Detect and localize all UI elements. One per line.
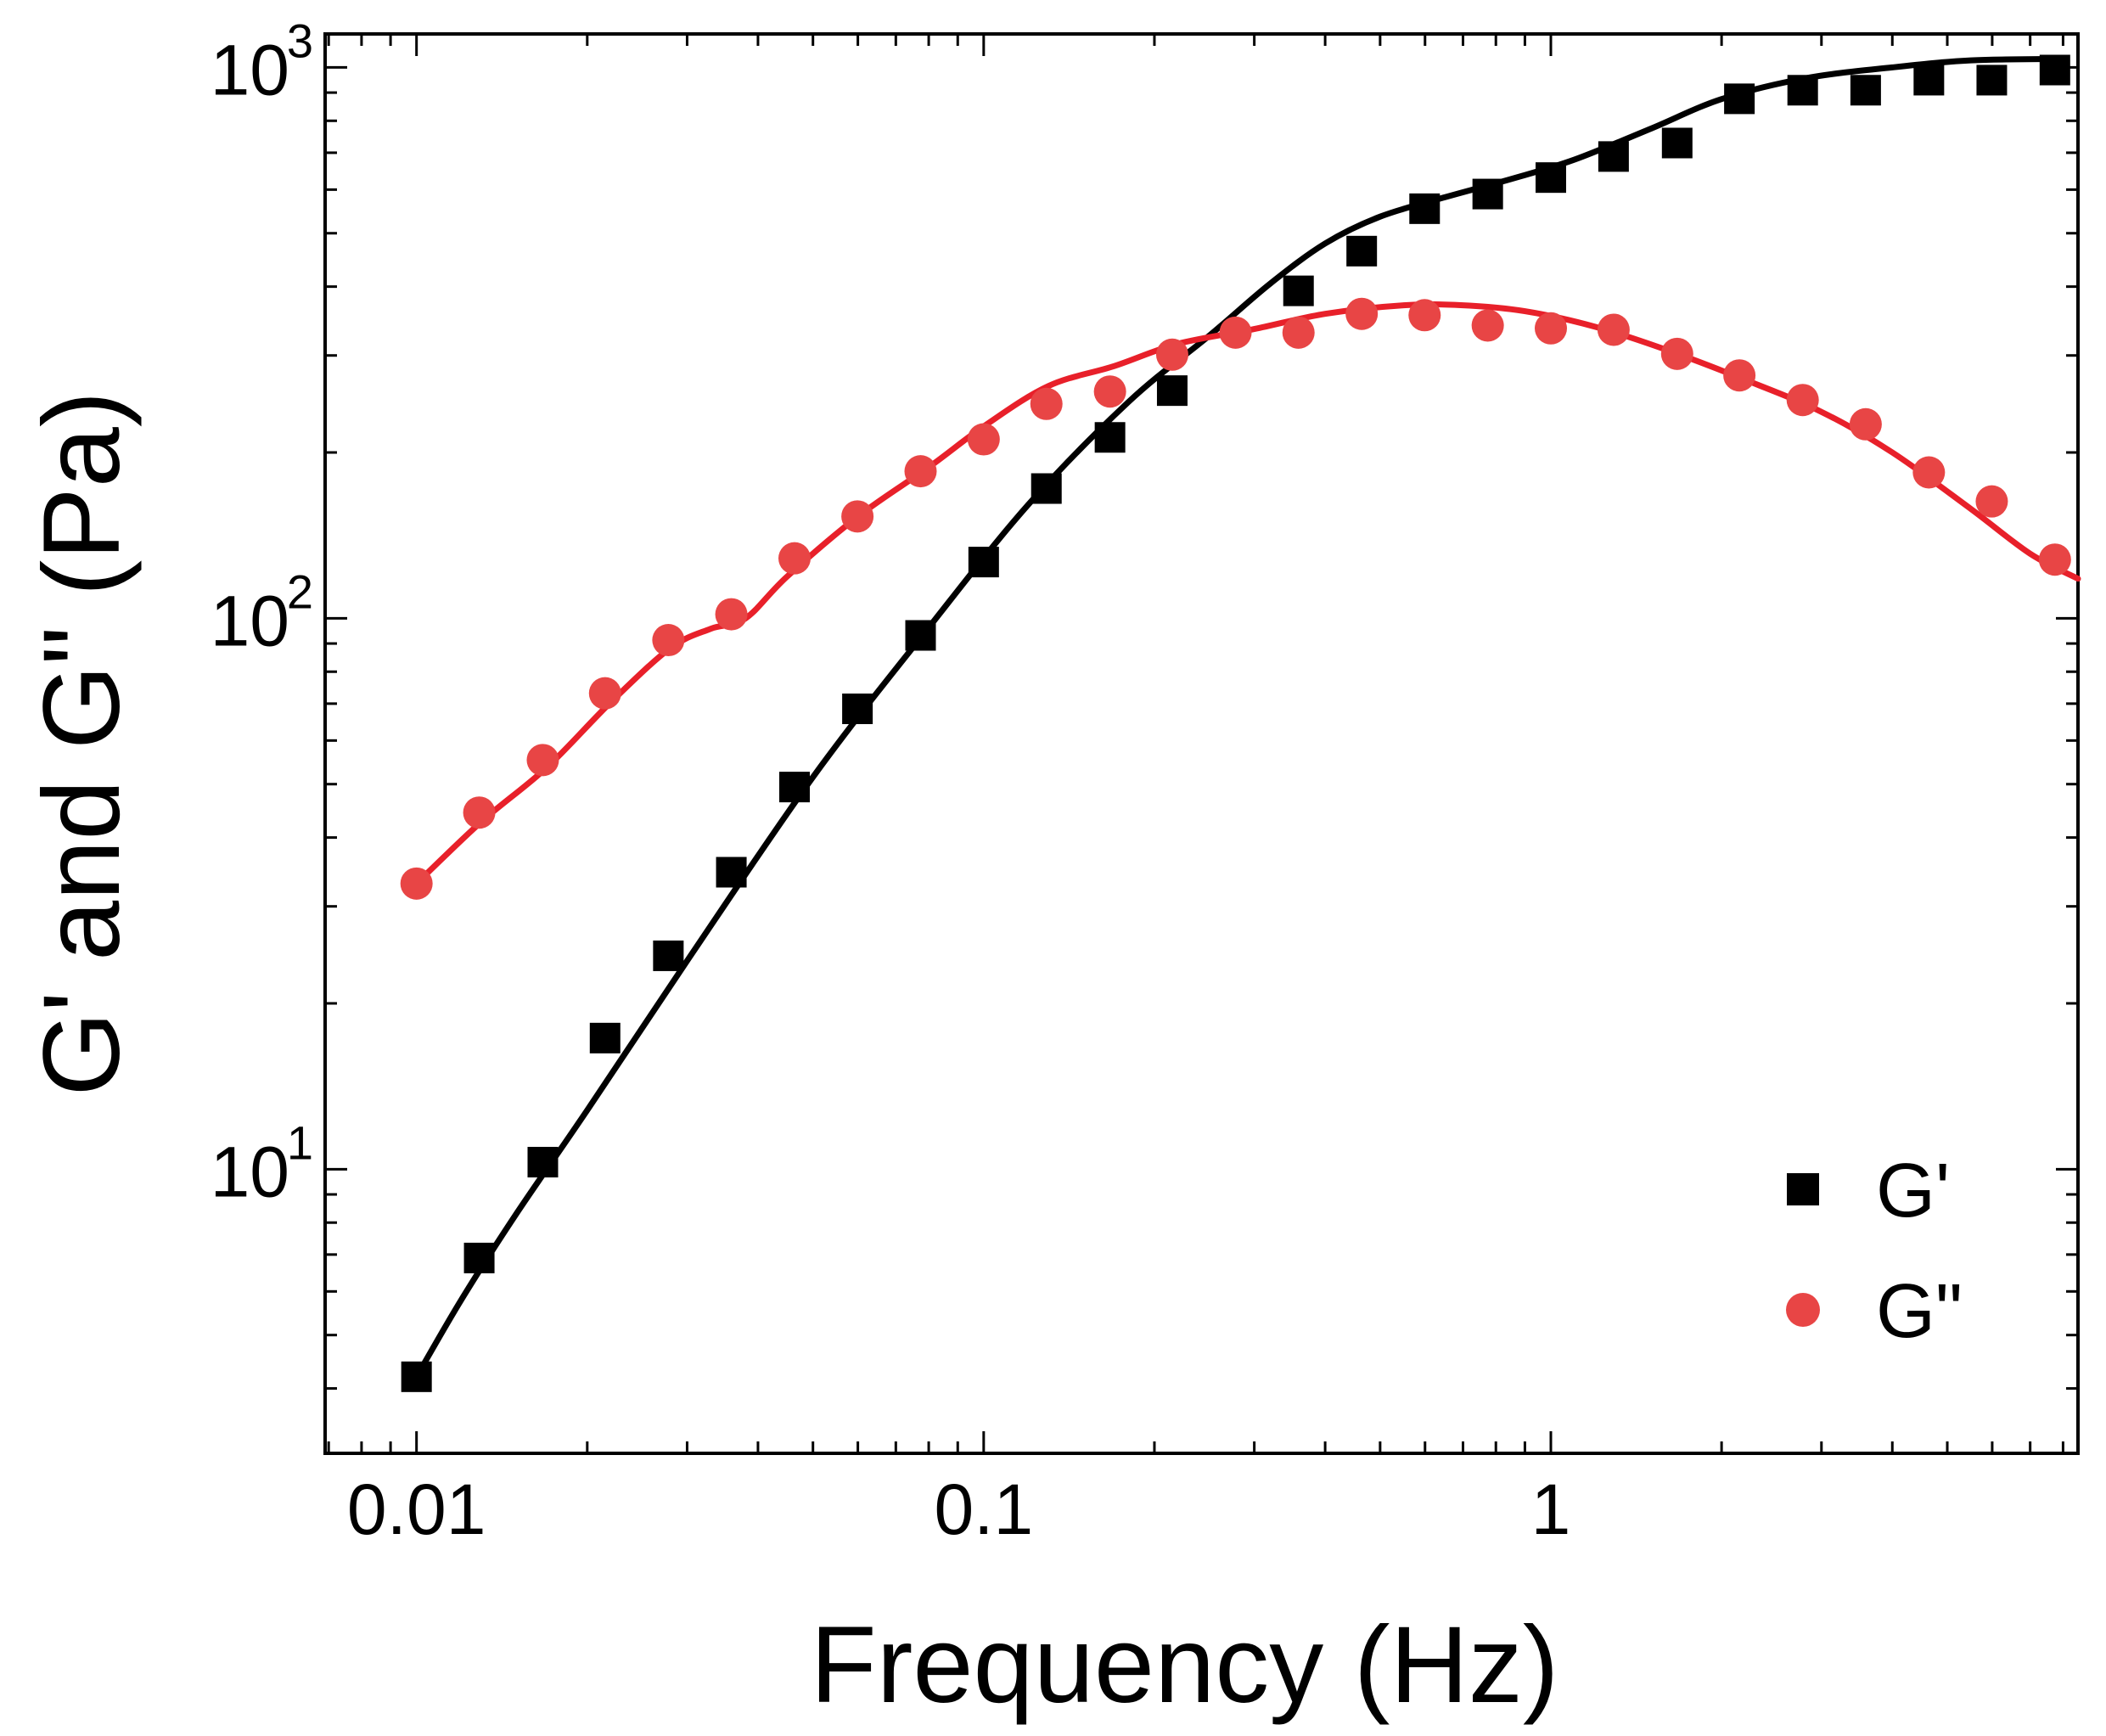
g-prime-point xyxy=(463,1242,495,1273)
fit-lines xyxy=(413,55,2081,1380)
g-prime-point xyxy=(1472,178,1503,210)
g-prime-point xyxy=(1598,141,1629,172)
g-double-prime-point xyxy=(1534,312,1567,345)
g-double-prime-point xyxy=(1219,316,1252,349)
g-double-prime-point xyxy=(652,624,685,657)
g-prime-point xyxy=(1850,75,1881,106)
y-tick-label: 10 xyxy=(211,30,289,110)
g-double-prime-fit-line xyxy=(413,301,2081,887)
g-prime-point xyxy=(1787,75,1818,106)
g-prime-point xyxy=(716,857,747,888)
y-tick-label-exponent: 3 xyxy=(287,14,313,67)
g-prime-point xyxy=(842,693,873,724)
y-tick-label: 10 xyxy=(211,1132,289,1211)
g-prime-point xyxy=(1913,65,1945,96)
g-double-prime-point xyxy=(1723,359,1756,392)
g-prime-point xyxy=(905,620,936,651)
x-tick-label: 1 xyxy=(1531,1469,1571,1549)
g-double-prime-point xyxy=(715,598,748,631)
x-axis-title: Frequency (Hz) xyxy=(811,1604,1559,1726)
legend-marker-g-prime xyxy=(1787,1173,1819,1205)
y-tick-label-exponent: 2 xyxy=(287,565,313,618)
g-double-prime-point xyxy=(967,423,1000,456)
g-prime-point xyxy=(1661,127,1693,159)
g-prime-point xyxy=(2039,54,2070,86)
legend: G' G" xyxy=(1786,1149,1963,1354)
g-double-prime-point xyxy=(1786,384,1819,417)
axis-labels: Frequency (Hz) G' and G" (Pa) xyxy=(21,390,1559,1726)
g-prime-point xyxy=(1156,375,1188,407)
g-prime-point xyxy=(1031,473,1062,504)
g-prime-point xyxy=(589,1022,621,1053)
y-tick-label-exponent: 1 xyxy=(287,1115,313,1169)
legend-label-g-double-prime: G" xyxy=(1876,1269,1963,1354)
g-double-prime-point xyxy=(841,500,874,533)
g-prime-point xyxy=(1094,422,1126,453)
g-double-prime-point xyxy=(2038,543,2071,576)
g-double-prime-point xyxy=(1849,407,1882,441)
g-double-prime-point xyxy=(526,744,559,777)
g-prime-point xyxy=(1535,162,1566,194)
g-double-prime-point xyxy=(904,455,937,488)
g-double-prime-point xyxy=(463,796,496,829)
y-tick-label: 10 xyxy=(211,581,289,660)
g-double-prime-point xyxy=(1282,316,1315,349)
g-double-prime-point xyxy=(588,677,621,710)
g-double-prime-point xyxy=(1030,387,1063,420)
g-double-prime-point xyxy=(1345,297,1379,330)
g-prime-point xyxy=(968,547,999,578)
g-prime-point xyxy=(653,940,684,971)
g-double-prime-point xyxy=(1597,313,1630,346)
x-tick-label: 0.1 xyxy=(934,1469,1033,1549)
g-prime-point xyxy=(1409,193,1441,224)
g-double-prime-point xyxy=(400,867,433,900)
g-prime-point xyxy=(527,1146,559,1177)
x-tick-label: 0.01 xyxy=(347,1469,486,1549)
g-prime-point xyxy=(1724,83,1755,115)
plot-frame xyxy=(323,32,2080,1455)
g-double-prime-point xyxy=(1093,375,1126,408)
g-double-prime-point xyxy=(1975,485,2008,518)
g-prime-point xyxy=(401,1361,432,1392)
g-prime-point xyxy=(1976,65,2008,96)
y-axis-title: G' and G" (Pa) xyxy=(21,390,143,1096)
g-double-prime-point xyxy=(1660,337,1693,370)
g-prime-point xyxy=(1346,235,1378,267)
g-prime-point xyxy=(1283,275,1314,306)
data-markers xyxy=(400,54,2071,1392)
g-double-prime-point xyxy=(1155,338,1188,371)
g-prime-point xyxy=(779,772,811,803)
g-double-prime-point xyxy=(1408,299,1441,332)
g-double-prime-point xyxy=(778,542,812,575)
legend-marker-g-double-prime xyxy=(1786,1293,1820,1327)
g-double-prime-point xyxy=(1912,456,1946,489)
legend-label-g-prime: G' xyxy=(1876,1149,1950,1233)
g-double-prime-point xyxy=(1471,309,1504,342)
